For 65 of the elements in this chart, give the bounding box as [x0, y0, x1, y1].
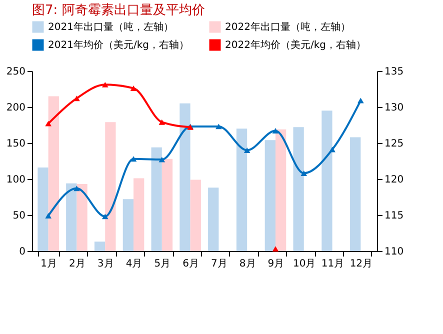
legend-label: 2022年均价（美元/kg，右轴） — [225, 39, 366, 51]
x-tick-label: 8月 — [239, 258, 256, 270]
point — [45, 212, 52, 218]
bar — [264, 140, 276, 251]
x-tick-label: 10月 — [293, 258, 316, 270]
x-tick-label: 1月 — [40, 258, 58, 270]
y-tick-label: 50 — [12, 210, 26, 222]
point — [45, 120, 52, 126]
x-tick-label: 6月 — [182, 258, 199, 270]
bar — [94, 242, 106, 251]
bar — [350, 137, 361, 251]
point — [272, 246, 279, 252]
x-tick-label: 4月 — [126, 258, 142, 270]
bar — [134, 178, 144, 251]
bar — [322, 110, 332, 251]
chart-title: 图7: 阿奇霉素出口量及平均价 — [32, 3, 205, 18]
bar — [76, 184, 88, 251]
y2-tick-label: 125 — [384, 138, 404, 150]
x-tick-label: 12月 — [350, 258, 373, 270]
point — [74, 186, 80, 192]
legend-label: 2021年均价（美元/kg，右轴） — [48, 39, 189, 51]
point — [216, 124, 222, 130]
legend-label: 2022年出口量（吨，左轴） — [225, 21, 350, 33]
bar — [162, 158, 173, 251]
y-tick-label: 100 — [6, 174, 26, 186]
y-tick-label: 200 — [6, 102, 26, 114]
legend-label: 2021年出口量（吨，左轴） — [48, 21, 174, 33]
bar — [275, 129, 286, 251]
y-tick-label: 0 — [19, 246, 26, 258]
point — [158, 119, 166, 125]
x-tick-label: 2月 — [69, 258, 86, 270]
point — [130, 156, 137, 162]
bar — [236, 128, 248, 251]
y-tick-label: 150 — [6, 138, 26, 150]
x-tick-label: 11月 — [321, 258, 344, 270]
point — [158, 156, 166, 162]
x-tick-label: 9月 — [268, 258, 284, 270]
y2-tick-label: 110 — [384, 246, 404, 258]
y2-tick-label: 115 — [384, 210, 404, 222]
y2-tick-label: 130 — [384, 102, 404, 114]
point — [300, 170, 308, 176]
bar — [293, 127, 304, 251]
y-tick-label: 250 — [6, 66, 26, 78]
point — [244, 147, 250, 153]
x-tick-label: 7月 — [211, 258, 228, 270]
x-tick-label: 3月 — [97, 258, 114, 270]
y2-tick-label: 135 — [384, 66, 404, 78]
x-tick-label: 5月 — [154, 258, 171, 270]
point — [329, 146, 336, 152]
bar — [151, 147, 162, 251]
point — [74, 96, 80, 102]
point — [358, 98, 364, 104]
point — [272, 128, 279, 134]
bar — [105, 122, 116, 251]
bar — [66, 183, 77, 251]
point — [130, 86, 137, 92]
y2-tick-label: 120 — [384, 174, 404, 186]
bar — [48, 96, 59, 251]
bar — [180, 103, 190, 251]
point — [102, 214, 108, 220]
point — [102, 82, 108, 88]
bar — [122, 199, 134, 251]
bar — [190, 180, 201, 251]
bar — [208, 188, 219, 251]
bar — [38, 167, 48, 251]
